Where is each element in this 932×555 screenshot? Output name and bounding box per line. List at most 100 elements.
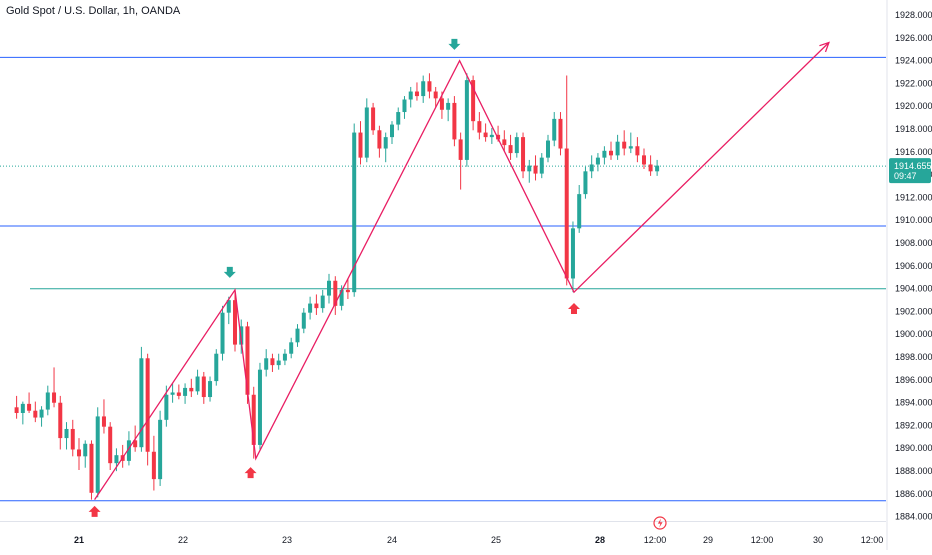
replay-icon-bolt: [657, 518, 663, 528]
candle-body-22: [151, 451, 156, 480]
candle-body-13: [95, 416, 100, 493]
candle-body-49: [320, 295, 325, 309]
y-tick-label-19: 1920.000: [895, 101, 932, 111]
candle-body-71: [458, 139, 463, 160]
candle-body-15: [108, 426, 113, 464]
candle-body-89: [570, 228, 575, 279]
candle-body-102: [655, 165, 660, 172]
y-tick-label-5: 1892.000: [895, 420, 932, 430]
candle-body-34: [226, 300, 231, 313]
candle-body-21: [145, 358, 150, 452]
time-axis[interactable]: 21 22 23 24 25 28 12:00 29 12:00 30 12:00: [0, 521, 886, 546]
candle-body-100: [642, 155, 646, 165]
replay-icon-circle: [653, 516, 667, 530]
candle-body-92: [589, 164, 594, 172]
y-tick-label-8: 1898.000: [895, 352, 932, 362]
candle-body-58: [377, 130, 382, 149]
sell-arrow-3: [448, 38, 461, 50]
candle-body-93: [595, 157, 600, 165]
y-tick-label-3: 1888.000: [895, 466, 932, 476]
candle-body-42: [276, 360, 281, 366]
candle-body-101: [648, 164, 653, 172]
candle-body-26: [176, 392, 181, 396]
candle-body-81: [521, 137, 526, 172]
y-tick-label-10: 1902.000: [895, 306, 932, 316]
candle-body-44: [289, 342, 294, 354]
candle-body-30: [201, 376, 206, 398]
y-tick-label-21: 1924.000: [895, 56, 932, 66]
y-tick-label-2: 1886.000: [895, 489, 932, 499]
candle-body-62: [402, 99, 407, 113]
x-tick-label-1: 22: [178, 535, 188, 545]
candle-body-60: [390, 124, 394, 138]
candle-body-52: [339, 289, 344, 306]
candle-body-37: [245, 326, 250, 395]
candle-body-97: [622, 141, 627, 149]
candle-body-41: [270, 358, 275, 366]
x-tick-label-4: 25: [491, 535, 501, 545]
candle-body-29: [195, 376, 200, 392]
candle-body-91: [583, 171, 588, 195]
candle-body-65: [421, 81, 426, 97]
candle-body-68: [439, 98, 444, 110]
candle-body-40: [264, 358, 269, 370]
price-axis[interactable]: 1884.000 1886.000 1888.000 1890.000 1892.000…: [886, 0, 932, 550]
replay-icon[interactable]: [653, 516, 667, 530]
candlestick-series: [14, 73, 660, 500]
buy-arrow-4: [568, 303, 580, 314]
chart-title: Gold Spot / U.S. Dollar, 1h, OANDA: [6, 5, 181, 17]
y-tick-label-7: 1896.000: [895, 375, 932, 385]
zigzag-arrowhead: [819, 41, 830, 53]
candle-body-9: [70, 428, 75, 450]
buy-arrow-0: [88, 505, 101, 517]
candle-body-61: [396, 112, 401, 125]
candle-body-33: [220, 312, 225, 354]
candle-body-69: [446, 102, 451, 110]
y-tick-label-22: 1926.000: [895, 33, 932, 43]
candle-body-73: [471, 80, 476, 122]
candle-body-7: [58, 402, 63, 439]
candle-body-76: [489, 134, 494, 138]
x-tick-label-9: 30: [813, 535, 823, 545]
candle-body-57: [371, 107, 376, 131]
candle-body-98: [628, 146, 633, 149]
y-tick-label-4: 1890.000: [895, 443, 932, 453]
buy-arrow-2: [244, 467, 257, 479]
candle-body-32: [214, 353, 219, 382]
candle-body-64: [414, 91, 419, 97]
horizontal-levels: [0, 56, 886, 502]
y-tick-label-17: 1916.000: [895, 147, 932, 157]
last-price-value: 1914.655: [894, 161, 932, 171]
candle-body-6: [52, 392, 57, 403]
candle-body-67: [433, 91, 438, 99]
candle-body-28: [189, 387, 194, 392]
candle-body-74: [477, 121, 482, 133]
y-tick-label-9: 1900.000: [895, 329, 932, 339]
candle-body-19: [133, 440, 138, 448]
candle-body-48: [314, 303, 319, 309]
candle-body-99: [635, 146, 640, 156]
candle-body-18: [126, 440, 131, 461]
candle-body-86: [552, 118, 557, 141]
candle-body-35: [233, 300, 237, 345]
sell-arrow-1: [223, 266, 236, 278]
y-tick-label-14: 1910.000: [895, 215, 932, 225]
candle-body-85: [546, 140, 550, 158]
candle-body-96: [615, 141, 620, 156]
x-tick-label-5: 28: [595, 535, 605, 545]
x-tick-label-10: 12:00: [861, 535, 884, 545]
y-tick-label-12: 1906.000: [895, 261, 932, 271]
candle-body-66: [427, 81, 432, 92]
x-tick-label-0: 21: [74, 535, 84, 545]
candle-body-59: [383, 137, 388, 149]
candle-body-90: [577, 194, 582, 229]
candle-body-5: [45, 392, 50, 410]
candle-body-23: [158, 419, 163, 480]
candle-body-82: [527, 165, 532, 172]
last-price-countdown: 09:47: [894, 171, 917, 181]
candle-body-31: [208, 381, 213, 398]
candle-body-1: [20, 403, 25, 413]
